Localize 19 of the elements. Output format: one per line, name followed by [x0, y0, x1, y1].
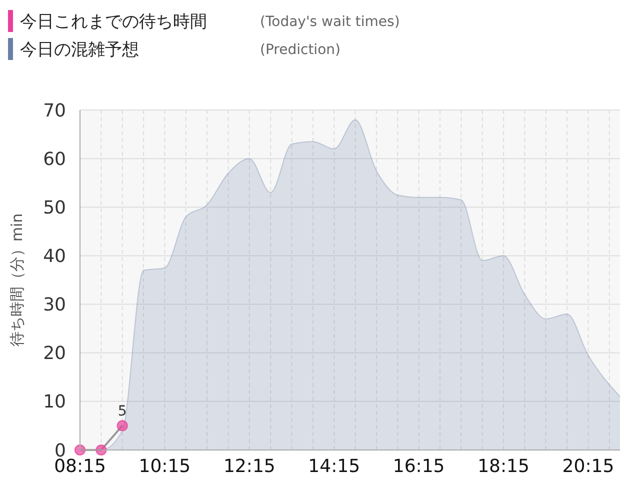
y-tick-label: 70 [43, 100, 66, 122]
legend-label: 今日の混雑予想 [20, 40, 139, 60]
text: (Today's wait times) [260, 14, 400, 30]
x-tick-label: 10:15 [138, 456, 191, 477]
y-tick-label: 20 [43, 343, 66, 364]
x-tick-label: 20:15 [562, 456, 614, 477]
y-tick-label: 10 [43, 392, 66, 413]
x-tick-label: 12:15 [223, 456, 276, 477]
text: (Prediction) [260, 42, 340, 58]
x-tick-label: 16:15 [392, 456, 445, 477]
y-tick-label: 30 [43, 294, 66, 316]
legend-label: 今日これまでの待ち時間 [20, 12, 207, 32]
y-tick-label: 60 [43, 148, 66, 170]
y-tick-label: 50 [43, 197, 66, 218]
data-label: 5 [118, 404, 127, 420]
y-axis-title: 待ち時間（分）min [8, 213, 26, 347]
x-tick-label: 14:15 [308, 456, 360, 477]
y-tick-label: 40 [43, 246, 66, 268]
x-tick-label: 18:15 [478, 456, 530, 477]
